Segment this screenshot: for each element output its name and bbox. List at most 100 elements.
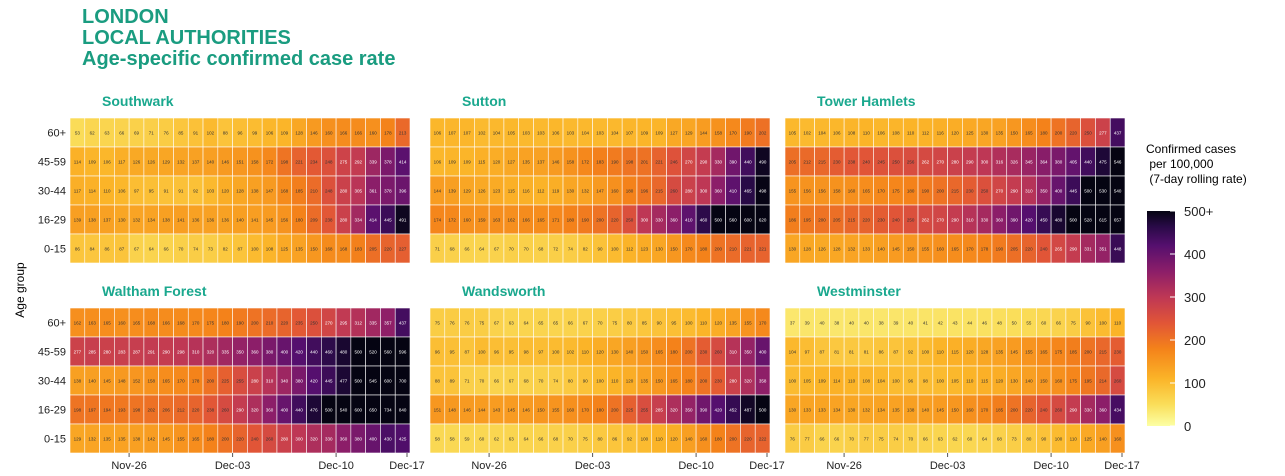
cell-value-label: 103: [207, 189, 215, 194]
cell-value-label: 112: [922, 131, 930, 136]
cell-value-label: 160: [966, 408, 974, 413]
y-tick-label: 60+: [47, 128, 66, 140]
y-tick-label: 16-29: [38, 405, 66, 417]
cell-value-label: 100: [892, 379, 900, 384]
cell-value-label: 123: [641, 247, 649, 252]
cell-value-label: 221: [655, 160, 663, 165]
cell-value-label: 540: [340, 408, 348, 413]
cell-value-label: 85: [178, 131, 184, 136]
cell-value-label: 280: [951, 160, 959, 165]
cell-value-label: 200: [818, 218, 826, 223]
cell-value-label: 160: [118, 321, 126, 326]
panel-title: Tower Hamlets: [817, 93, 916, 109]
cell-value-label: 140: [1025, 379, 1033, 384]
cell-value-label: 68: [997, 437, 1003, 442]
cell-value-label: 66: [923, 437, 929, 442]
cell-value-label: 277: [1099, 131, 1107, 136]
cell-value-label: 250: [981, 189, 989, 194]
cell-value-label: 70: [509, 247, 515, 252]
cell-value-label: 205: [1010, 247, 1018, 252]
cell-value-label: 141: [177, 218, 185, 223]
cell-value-label: 70: [524, 247, 530, 252]
cell-value-label: 120: [670, 437, 678, 442]
cell-value-label: 100: [1099, 321, 1107, 326]
cell-value-label: 255: [236, 379, 244, 384]
cell-value-label: 66: [819, 437, 825, 442]
y-tick-label: 30-44: [38, 376, 66, 388]
cell-value-label: 350: [744, 350, 752, 355]
cell-value-label: 215: [848, 218, 856, 223]
cell-value-label: 90: [657, 321, 663, 326]
cell-value-label: 170: [729, 131, 737, 136]
cell-value-label: 145: [936, 408, 944, 413]
cell-value-label: 234: [310, 160, 318, 165]
cell-value-label: 95: [509, 350, 515, 355]
cell-value-label: 440: [744, 160, 752, 165]
cell-value-label: 283: [118, 350, 126, 355]
cell-value-label: 180: [567, 218, 575, 223]
cell-value-label: 158: [567, 160, 575, 165]
cell-value-label: 135: [103, 437, 111, 442]
cell-value-label: 460: [325, 350, 333, 355]
x-tick-label: Dec-03: [575, 460, 610, 472]
cell-value-label: 120: [221, 189, 229, 194]
cell-value-label: 310: [266, 379, 274, 384]
cell-value-label: 120: [951, 131, 959, 136]
cell-value-label: 220: [744, 437, 752, 442]
cell-value-label: 148: [448, 408, 456, 413]
cell-value-label: 138: [88, 218, 96, 223]
cell-value-label: 48: [997, 321, 1003, 326]
cell-value-label: 240: [892, 218, 900, 223]
cell-value-label: 334: [355, 218, 363, 223]
cell-value-label: 290: [700, 160, 708, 165]
cell-value-label: 138: [133, 437, 141, 442]
cell-value-label: 277: [74, 350, 82, 355]
cell-value-label: 292: [355, 160, 363, 165]
cell-value-label: 221: [744, 247, 752, 252]
cell-value-label: 116: [522, 189, 530, 194]
heatmap-cell: [1109, 233, 1126, 264]
cell-value-label: 80: [627, 321, 633, 326]
cell-value-label: 450: [1040, 218, 1048, 223]
cell-value-label: 596: [399, 350, 407, 355]
cell-value-label: 110: [848, 379, 856, 384]
cell-value-label: 172: [581, 160, 589, 165]
cell-value-label: 104: [581, 131, 589, 136]
cell-value-label: 112: [537, 189, 545, 194]
cell-value-label: 600: [384, 379, 392, 384]
cell-value-label: 136: [207, 218, 215, 223]
cell-value-label: 320: [207, 350, 215, 355]
panel-sutton: Sutton 106 107 107 102 104 105 103 103 106 103 104 1…: [429, 93, 771, 264]
panel-wandsworth: Wandsworth 75 76 76 75 67 63 64 65 65 66 67 70 75 80 85…: [429, 283, 785, 472]
cell-value-label: 100: [922, 350, 930, 355]
cell-value-label: 400: [1055, 189, 1063, 194]
cell-value-label: 545: [369, 379, 377, 384]
cell-value-label: 81: [849, 350, 855, 355]
cell-value-label: 155: [922, 247, 930, 252]
cell-value-label: 200: [207, 379, 215, 384]
cell-value-label: 64: [149, 247, 155, 252]
y-tick-label: 30-44: [38, 186, 66, 198]
cell-value-label: 200: [596, 218, 604, 223]
cell-value-label: 357: [384, 321, 392, 326]
cell-value-label: 108: [266, 247, 274, 252]
cell-value-label: 400: [281, 350, 289, 355]
cell-value-label: 114: [89, 189, 97, 194]
cell-value-label: 190: [611, 160, 619, 165]
cell-value-label: 405: [1070, 160, 1078, 165]
cell-value-label: 420: [295, 350, 303, 355]
cell-value-label: 76: [464, 321, 470, 326]
cell-value-label: 230: [715, 379, 723, 384]
cell-value-label: 351: [1099, 247, 1107, 252]
cell-value-label: 105: [789, 131, 797, 136]
cell-value-label: 145: [266, 218, 274, 223]
cell-value-label: 55: [1026, 321, 1032, 326]
cell-value-label: 104: [611, 131, 619, 136]
cell-value-label: 135: [522, 160, 530, 165]
cell-value-label: 445: [1070, 189, 1078, 194]
cell-value-label: 127: [508, 160, 516, 165]
cell-value-label: 414: [369, 218, 377, 223]
cell-value-label: 170: [966, 247, 974, 252]
cell-value-label: 410: [685, 218, 693, 223]
cell-value-label: 106: [118, 189, 126, 194]
